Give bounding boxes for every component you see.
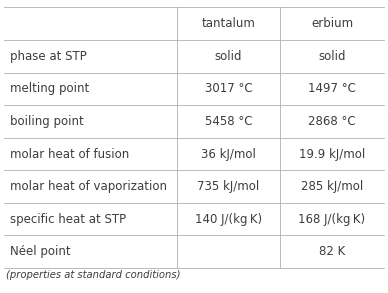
Text: tantalum: tantalum <box>202 17 256 30</box>
Text: 168 J/(kg K): 168 J/(kg K) <box>298 213 365 226</box>
Text: solid: solid <box>215 50 242 63</box>
Text: solid: solid <box>318 50 346 63</box>
Text: 285 kJ/mol: 285 kJ/mol <box>301 180 363 193</box>
Text: 2868 °C: 2868 °C <box>308 115 356 128</box>
Text: Néel point: Néel point <box>10 245 70 258</box>
Text: melting point: melting point <box>10 82 89 95</box>
Text: 735 kJ/mol: 735 kJ/mol <box>197 180 260 193</box>
Text: 1497 °C: 1497 °C <box>308 82 356 95</box>
Text: 82 K: 82 K <box>319 245 345 258</box>
Text: erbium: erbium <box>311 17 353 30</box>
Text: phase at STP: phase at STP <box>10 50 87 63</box>
Text: 3017 °C: 3017 °C <box>205 82 253 95</box>
Text: molar heat of fusion: molar heat of fusion <box>10 147 129 161</box>
Text: boiling point: boiling point <box>10 115 83 128</box>
Text: 140 J/(kg K): 140 J/(kg K) <box>195 213 262 226</box>
Text: 19.9 kJ/mol: 19.9 kJ/mol <box>299 147 365 161</box>
Text: specific heat at STP: specific heat at STP <box>10 213 126 226</box>
Text: molar heat of vaporization: molar heat of vaporization <box>10 180 167 193</box>
Text: 36 kJ/mol: 36 kJ/mol <box>201 147 256 161</box>
Text: (properties at standard conditions): (properties at standard conditions) <box>6 270 180 280</box>
Text: 5458 °C: 5458 °C <box>205 115 252 128</box>
